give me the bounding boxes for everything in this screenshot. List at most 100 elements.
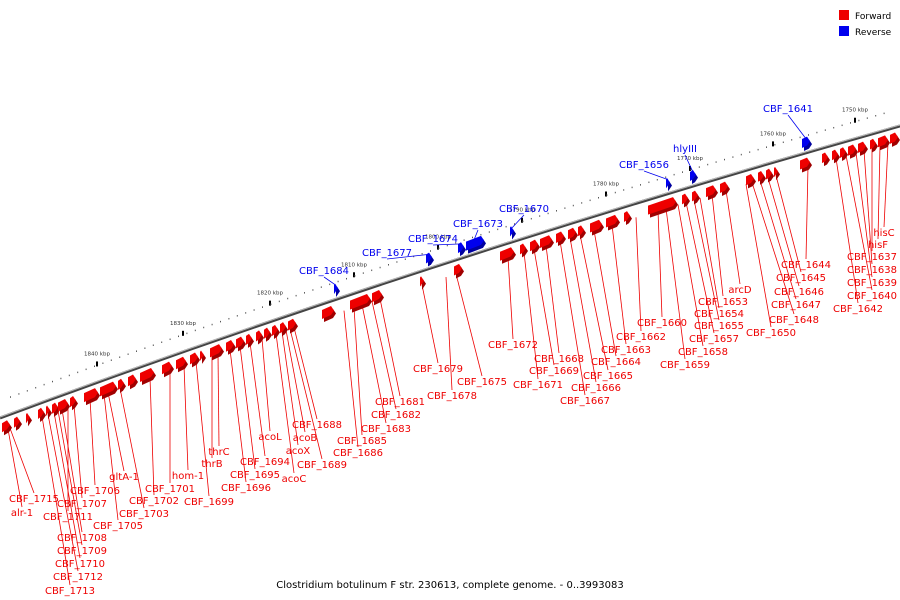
forward-gene	[706, 185, 716, 198]
forward-gene	[58, 398, 68, 412]
kbp-minor-tick	[270, 303, 272, 306]
kbp-minor-tick	[446, 244, 448, 247]
gene-label[interactable]: CBF_1653	[698, 297, 748, 308]
gene-label[interactable]: CBF_1671	[513, 380, 563, 391]
gene-label[interactable]: CBF_1696	[221, 483, 271, 494]
gene-label[interactable]: CBF_1646	[774, 287, 824, 298]
gene-label[interactable]: CBF_1650	[746, 328, 796, 339]
kbp-minor-tick	[850, 122, 851, 124]
gene-label[interactable]: CBF_1672	[488, 340, 538, 351]
gene-label[interactable]: CBF_1679	[413, 364, 463, 375]
gene-label[interactable]: CBF_1660	[637, 318, 687, 329]
kbp-minor-tick	[564, 207, 566, 209]
gene-label[interactable]: CBF_1642	[833, 304, 883, 315]
gene-label[interactable]: hom-1	[172, 471, 204, 482]
leader-line	[379, 298, 401, 397]
leader-line	[289, 328, 323, 460]
gene-label[interactable]: CBF_1715	[9, 494, 59, 505]
gene-label[interactable]: CBF_1688	[292, 420, 342, 431]
gene-label[interactable]: acoX	[286, 446, 311, 457]
gene-label[interactable]: CBF_1640	[847, 291, 897, 302]
gene-label[interactable]: CBF_1667	[560, 396, 610, 407]
gene-label[interactable]: CBF_1655	[694, 321, 744, 332]
gene-label[interactable]: CBF_1659	[660, 360, 710, 371]
gene-label[interactable]: CBF_1665	[583, 371, 633, 382]
legend-swatch-reverse	[839, 26, 849, 36]
gene-label[interactable]: CBF_1682	[371, 410, 421, 421]
gene-label[interactable]: CBF_1710	[55, 559, 105, 570]
reverse-gene	[690, 170, 696, 181]
gene-label[interactable]: CBF_1656	[619, 160, 669, 171]
gene-label[interactable]: CBF_1644	[781, 260, 831, 271]
gene-label[interactable]: acoL	[258, 432, 282, 443]
gene-label[interactable]: CBF_1694	[240, 457, 290, 468]
gene-label[interactable]: CBF_1658	[678, 347, 728, 358]
leader-line	[239, 345, 256, 470]
gene-label[interactable]: CBF_1709	[57, 546, 107, 557]
leader-line	[261, 338, 271, 432]
gene-label[interactable]: CBF_1702	[129, 496, 179, 507]
gene-label[interactable]: CBF_1699	[184, 497, 234, 508]
gene-label[interactable]: CBF_1703	[119, 509, 169, 520]
forward-gene	[14, 416, 20, 428]
gene-label[interactable]: gltA-1	[109, 472, 139, 483]
gene-label[interactable]: CBF_1681	[375, 397, 425, 408]
gene-label[interactable]: CBF_1685	[337, 436, 387, 447]
gene-label[interactable]: CBF_1669	[529, 366, 579, 377]
gene-label[interactable]: CBF_1668	[534, 354, 584, 365]
gene-label[interactable]: CBF_1674	[408, 234, 458, 245]
kbp-minor-tick	[749, 151, 751, 153]
gene-label[interactable]: CBF_1639	[847, 278, 897, 289]
gene-label[interactable]: CBF_1670	[499, 204, 549, 215]
forward-gene	[272, 324, 278, 336]
gene-label[interactable]: CBF_1708	[57, 533, 107, 544]
gene-label[interactable]: CBF_1707	[57, 499, 107, 510]
kbp-minor-tick	[833, 126, 835, 129]
gene-label[interactable]: CBF_1663	[601, 345, 651, 356]
gene-label[interactable]: CBF_1706	[70, 486, 120, 497]
gene-label[interactable]: CBF_1647	[771, 300, 821, 311]
gene-label[interactable]: thrB	[201, 459, 222, 470]
gene-label[interactable]: hisF	[868, 240, 888, 251]
gene-label[interactable]: alr-1	[11, 508, 33, 519]
gene-label[interactable]: CBF_1712	[53, 572, 103, 583]
gene-label[interactable]: CBF_1648	[769, 315, 819, 326]
gene-label[interactable]: CBF_1675	[457, 377, 507, 388]
gene-label[interactable]: CBF_1678	[427, 391, 477, 402]
gene-label[interactable]: CBF_1666	[571, 383, 621, 394]
gene-label[interactable]: CBF_1683	[361, 424, 411, 435]
gene-label[interactable]: CBF_1641	[763, 104, 813, 115]
gene-label[interactable]: CBF_1689	[297, 460, 347, 471]
gene-label[interactable]: CBF_1713	[45, 586, 95, 597]
gene-label[interactable]: hlyIII	[673, 144, 697, 155]
gene-label[interactable]: CBF_1677	[362, 248, 412, 259]
gene-label[interactable]: thrC	[208, 447, 229, 458]
kbp-major-tick	[269, 300, 271, 306]
kbp-minor-tick	[203, 326, 205, 329]
gene-label[interactable]: CBF_1645	[776, 273, 826, 284]
gene-label[interactable]: CBF_1662	[616, 332, 666, 343]
leader-line	[559, 240, 586, 396]
gene-label[interactable]: CBF_1637	[847, 252, 897, 263]
gene-label[interactable]: CBF_1686	[333, 448, 383, 459]
gene-label[interactable]: CBF_1695	[230, 470, 280, 481]
gene-label[interactable]: CBF_1638	[847, 265, 897, 276]
gene-label[interactable]: arcD	[728, 285, 752, 296]
gene-label[interactable]: acoC	[282, 474, 307, 485]
gene-label[interactable]: CBF_1684	[299, 266, 349, 277]
gene-label[interactable]: CBF_1705	[93, 521, 143, 532]
kbp-minor-tick	[337, 280, 339, 283]
forward-gene	[766, 168, 772, 180]
gene-label[interactable]: CBF_1673	[453, 219, 503, 230]
gene-label[interactable]: hisC	[873, 228, 894, 239]
gene-label[interactable]: CBF_1711	[43, 512, 93, 523]
reverse-gene	[334, 283, 338, 294]
kbp-minor-tick	[161, 341, 163, 343]
gene-label[interactable]: acoB	[293, 433, 318, 444]
kbp-minor-tick	[245, 312, 247, 314]
gene-label[interactable]: CBF_1657	[689, 334, 739, 345]
forward-gene	[2, 420, 10, 433]
gene-label[interactable]: CBF_1701	[145, 484, 195, 495]
gene-label[interactable]: CBF_1654	[694, 309, 744, 320]
gene-label[interactable]: CBF_1664	[591, 357, 641, 368]
